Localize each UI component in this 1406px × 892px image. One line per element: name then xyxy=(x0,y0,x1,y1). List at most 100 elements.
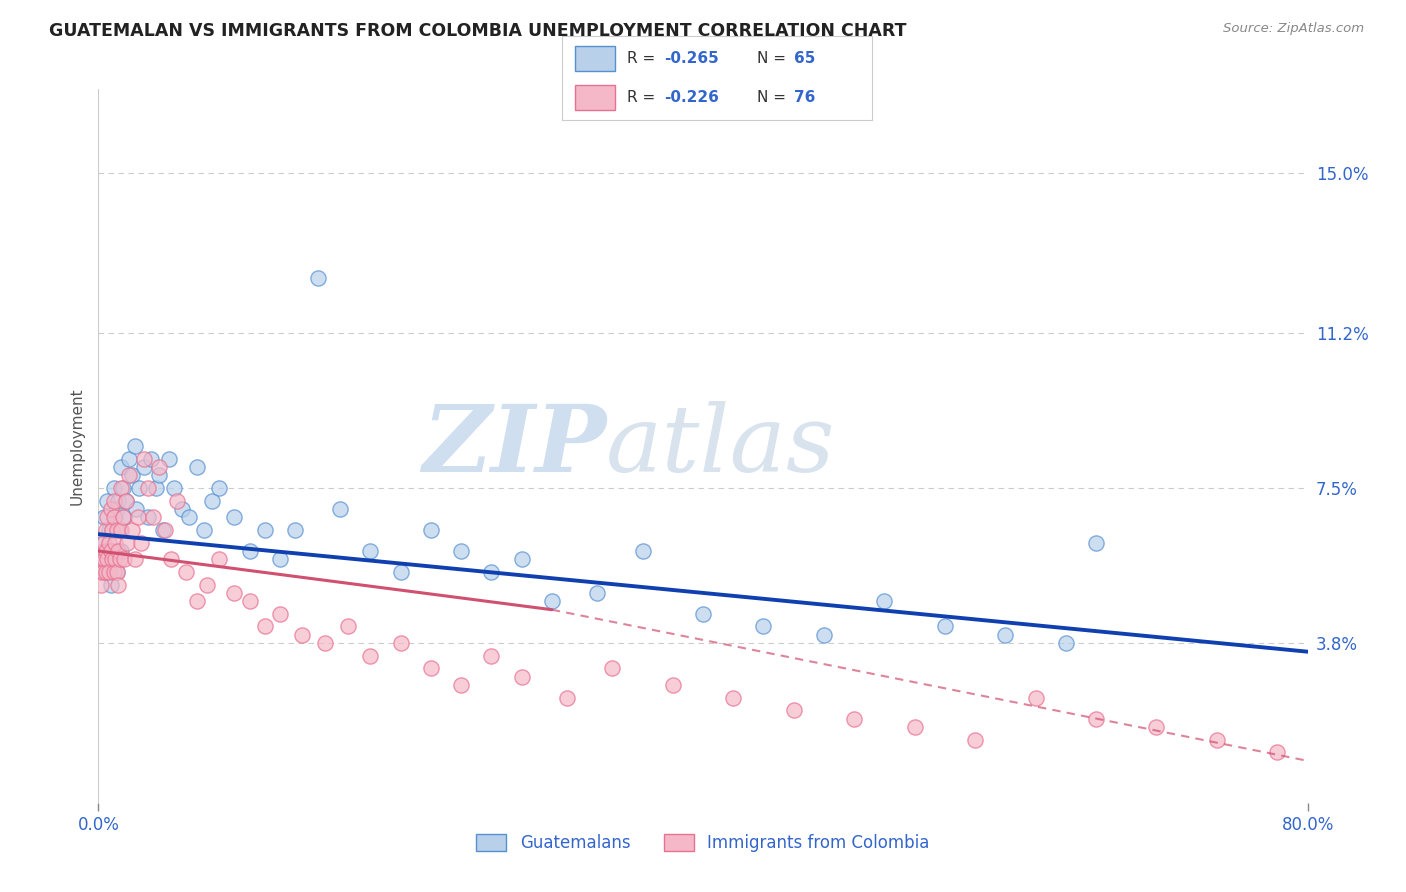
Point xyxy=(661,678,683,692)
Point xyxy=(723,690,745,705)
Point xyxy=(100,544,122,558)
Text: ZIP: ZIP xyxy=(422,401,606,491)
Point xyxy=(93,510,115,524)
Point xyxy=(105,523,128,537)
Point xyxy=(269,552,291,566)
Point xyxy=(110,460,132,475)
Point xyxy=(224,586,246,600)
Point xyxy=(586,586,609,600)
Point xyxy=(98,565,121,579)
Point xyxy=(163,481,186,495)
Point xyxy=(94,565,117,579)
Point xyxy=(90,552,112,566)
Point xyxy=(904,720,927,734)
Point xyxy=(124,552,146,566)
Point xyxy=(103,510,125,524)
Point xyxy=(118,468,141,483)
Point xyxy=(201,493,224,508)
Point xyxy=(193,523,215,537)
Point xyxy=(129,535,152,549)
Point xyxy=(96,493,118,508)
Point xyxy=(111,481,134,495)
Point xyxy=(91,544,114,558)
Point xyxy=(107,577,129,591)
Point xyxy=(844,712,866,726)
Point xyxy=(1054,636,1077,650)
Point xyxy=(555,690,578,705)
Point xyxy=(389,565,412,579)
Point xyxy=(100,552,122,566)
Point xyxy=(132,460,155,475)
Point xyxy=(208,552,231,566)
Point xyxy=(1085,535,1108,549)
Point xyxy=(336,619,359,633)
Point xyxy=(89,565,111,579)
Point xyxy=(112,510,135,524)
Point xyxy=(108,523,131,537)
Point xyxy=(1024,690,1046,705)
Point xyxy=(253,523,276,537)
Point xyxy=(101,523,124,537)
Point xyxy=(107,544,129,558)
Point xyxy=(91,535,114,549)
Point xyxy=(125,502,148,516)
Y-axis label: Unemployment: Unemployment xyxy=(69,387,84,505)
Legend: Guatemalans, Immigrants from Colombia: Guatemalans, Immigrants from Colombia xyxy=(470,827,936,859)
Point xyxy=(90,552,112,566)
Point xyxy=(110,544,132,558)
Point xyxy=(160,552,183,566)
Point xyxy=(100,577,122,591)
Point xyxy=(195,577,218,591)
Point xyxy=(360,544,382,558)
Point xyxy=(110,523,132,537)
Point xyxy=(103,481,125,495)
Bar xyxy=(575,85,614,111)
Point xyxy=(631,544,654,558)
Point xyxy=(159,451,181,466)
Point xyxy=(813,628,835,642)
Point xyxy=(291,628,314,642)
Point xyxy=(239,544,262,558)
Point xyxy=(94,523,117,537)
Point xyxy=(132,451,155,466)
Point xyxy=(104,510,127,524)
Point xyxy=(145,481,167,495)
Point xyxy=(602,661,624,675)
Point xyxy=(360,648,382,663)
Point xyxy=(450,678,472,692)
Point xyxy=(389,636,412,650)
Point xyxy=(510,552,533,566)
Point xyxy=(94,565,117,579)
Point xyxy=(94,544,117,558)
Point xyxy=(481,648,503,663)
Point xyxy=(93,535,115,549)
Point xyxy=(105,565,128,579)
Point xyxy=(208,481,231,495)
Text: N =: N = xyxy=(758,90,792,105)
Point xyxy=(783,703,806,717)
Point xyxy=(96,510,118,524)
Text: R =: R = xyxy=(627,90,661,105)
Point xyxy=(103,565,125,579)
Point xyxy=(121,468,143,483)
Point xyxy=(141,451,163,466)
Point xyxy=(136,510,159,524)
Point xyxy=(186,594,208,608)
Point xyxy=(307,271,329,285)
Point xyxy=(107,493,129,508)
Point xyxy=(540,594,562,608)
Text: N =: N = xyxy=(758,51,792,66)
Point xyxy=(1267,746,1289,760)
Text: -0.226: -0.226 xyxy=(665,90,720,105)
Point xyxy=(104,535,127,549)
Point xyxy=(128,481,150,495)
Point xyxy=(224,510,246,524)
Point xyxy=(239,594,262,608)
Point xyxy=(110,481,132,495)
Point xyxy=(153,523,176,537)
Text: 65: 65 xyxy=(794,51,815,66)
Point xyxy=(121,523,143,537)
Point xyxy=(98,523,121,537)
Point xyxy=(118,451,141,466)
Point xyxy=(174,565,197,579)
